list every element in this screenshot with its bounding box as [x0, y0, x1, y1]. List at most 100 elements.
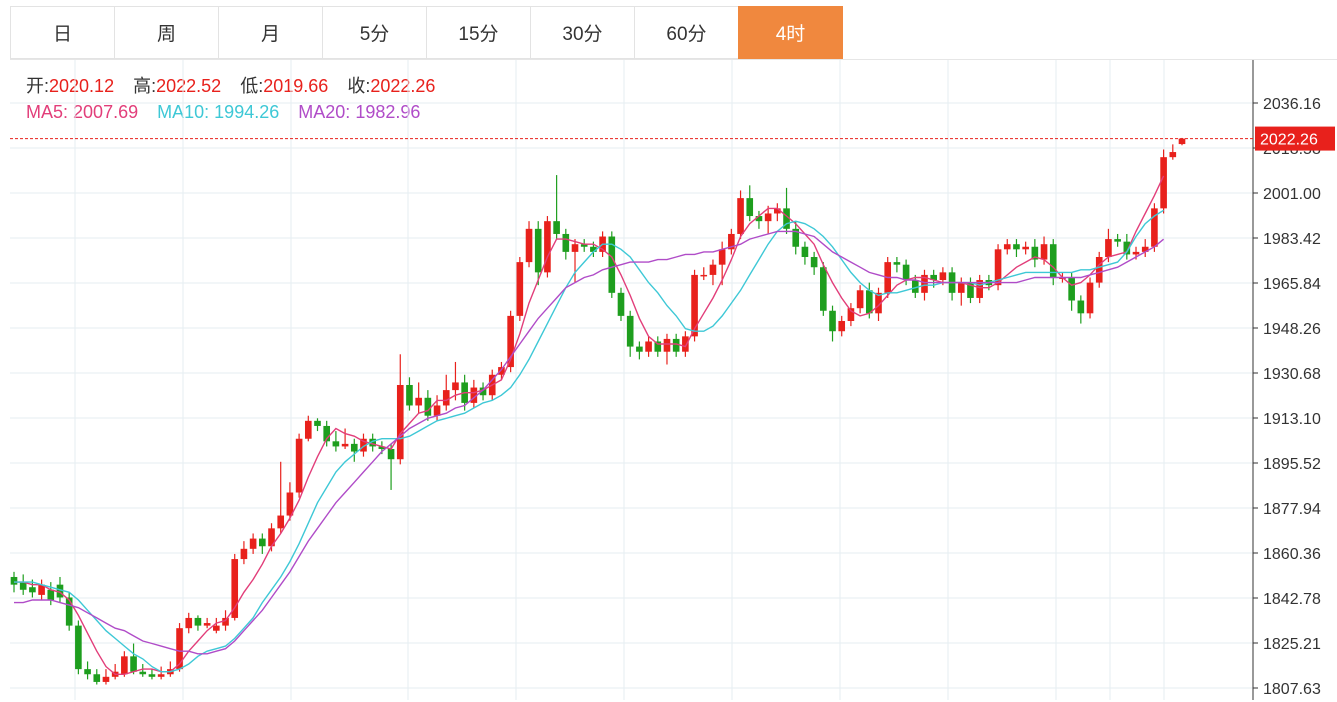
candle-body [424, 397, 432, 416]
candle-body [755, 216, 763, 222]
candle-body [728, 233, 735, 250]
candle-body [1178, 138, 1186, 145]
candle-body [268, 528, 275, 547]
candle-body [544, 221, 551, 273]
candle-body [185, 617, 193, 629]
tab-1[interactable]: 周 [114, 6, 219, 59]
candle-body [1095, 256, 1103, 283]
candle-body [663, 338, 671, 352]
candle-body [470, 387, 478, 403]
candle-body [976, 280, 983, 298]
y-tick-label: 2036.16 [1263, 96, 1321, 113]
candle-body [19, 582, 27, 590]
candle-body [838, 320, 846, 332]
ohlc-row: 开:2020.12 高:2022.52 低:2019.66 收:2022.26 [26, 73, 449, 99]
candle-body [967, 282, 974, 298]
candle-body [617, 292, 625, 316]
tab-5[interactable]: 30分 [530, 6, 635, 59]
candle-body [700, 274, 708, 277]
candle-body [820, 267, 827, 311]
candle-body [939, 272, 947, 281]
candle-body [1049, 244, 1057, 278]
candle-body [1086, 282, 1094, 314]
candle-body [10, 576, 18, 585]
candle-body [847, 308, 855, 321]
candle-body [286, 492, 294, 516]
candle-body [1123, 241, 1131, 255]
candle-body [856, 290, 864, 309]
candle-body [737, 198, 744, 234]
candle-body [47, 589, 55, 601]
y-tick-label: 1860.36 [1263, 546, 1321, 563]
tab-4[interactable]: 15分 [426, 6, 531, 59]
candle-body [203, 623, 211, 626]
candle-body [378, 446, 386, 449]
candle-body [893, 262, 901, 265]
candle-body [636, 346, 643, 352]
y-tick-label: 1913.10 [1263, 411, 1321, 428]
close-value: 2022.26 [370, 76, 436, 96]
candle-body [102, 676, 110, 682]
candle-body [774, 208, 781, 214]
y-tick-label: 1877.94 [1263, 501, 1321, 518]
candle-body [626, 315, 634, 347]
candle-body [580, 244, 588, 247]
candle-body [277, 515, 285, 529]
candle-body [718, 249, 726, 265]
y-tick-label: 1807.63 [1263, 681, 1321, 698]
candle-body [957, 282, 965, 293]
tab-6[interactable]: 60分 [634, 6, 739, 59]
candle-body [902, 264, 910, 281]
candle-body [1077, 300, 1085, 314]
open-value: 2020.12 [49, 76, 115, 96]
period-tabs: 日周月 5分 15分 30分 60分 4时 [10, 6, 843, 59]
candle-body [1003, 244, 1011, 250]
tab-3[interactable]: 5分 [322, 6, 427, 59]
tab-7[interactable]: 4时 [738, 6, 843, 59]
close-label: 收: [347, 76, 371, 96]
candle-body [571, 244, 579, 252]
low-value: 2019.66 [263, 76, 329, 96]
candle-body [1132, 251, 1140, 255]
y-tick-label: 1965.84 [1263, 276, 1321, 293]
candle-body [709, 264, 717, 275]
candle-body [865, 290, 873, 314]
price-tag [1255, 126, 1335, 151]
candle-body [479, 387, 487, 396]
ma-row: MA5: 2007.69 MA10: 1994.26 MA20: 1982.96 [26, 99, 449, 125]
ma-line-ma20 [14, 230, 1165, 655]
ma5-value: 2007.69 [73, 102, 139, 122]
candle-body [911, 280, 919, 293]
candle-body [323, 425, 331, 442]
ma20-label: MA20: [298, 102, 351, 122]
candle-body [148, 674, 156, 677]
candle-body [507, 315, 514, 368]
candle-body [562, 233, 570, 252]
tab-2[interactable]: 月 [218, 6, 323, 59]
y-tick-label: 1825.21 [1263, 636, 1321, 653]
candle-body [1040, 244, 1048, 260]
candle-body [1022, 246, 1029, 250]
candle-body [259, 538, 266, 547]
candle-body [84, 669, 91, 675]
candle-body [829, 310, 836, 332]
candle-body [369, 438, 376, 447]
candle-body [1160, 157, 1167, 209]
candle-body [75, 625, 82, 670]
candle-body [406, 384, 413, 406]
ohlc-legend: 开:2020.12 高:2022.52 低:2019.66 收:2022.26 … [26, 73, 449, 125]
tab-0[interactable]: 日 [10, 6, 115, 59]
y-tick-label: 1842.78 [1263, 591, 1321, 608]
candle-body [1013, 244, 1020, 250]
candle-body [1169, 152, 1177, 158]
candle-body [350, 443, 358, 452]
candle-body [249, 538, 257, 549]
candle-body [231, 559, 239, 618]
candle-body [525, 228, 533, 263]
candle-body [801, 246, 809, 257]
candle-body [176, 628, 183, 670]
candle-body [792, 228, 800, 247]
ma20-value: 1982.96 [355, 102, 421, 122]
candle-body [332, 441, 340, 447]
